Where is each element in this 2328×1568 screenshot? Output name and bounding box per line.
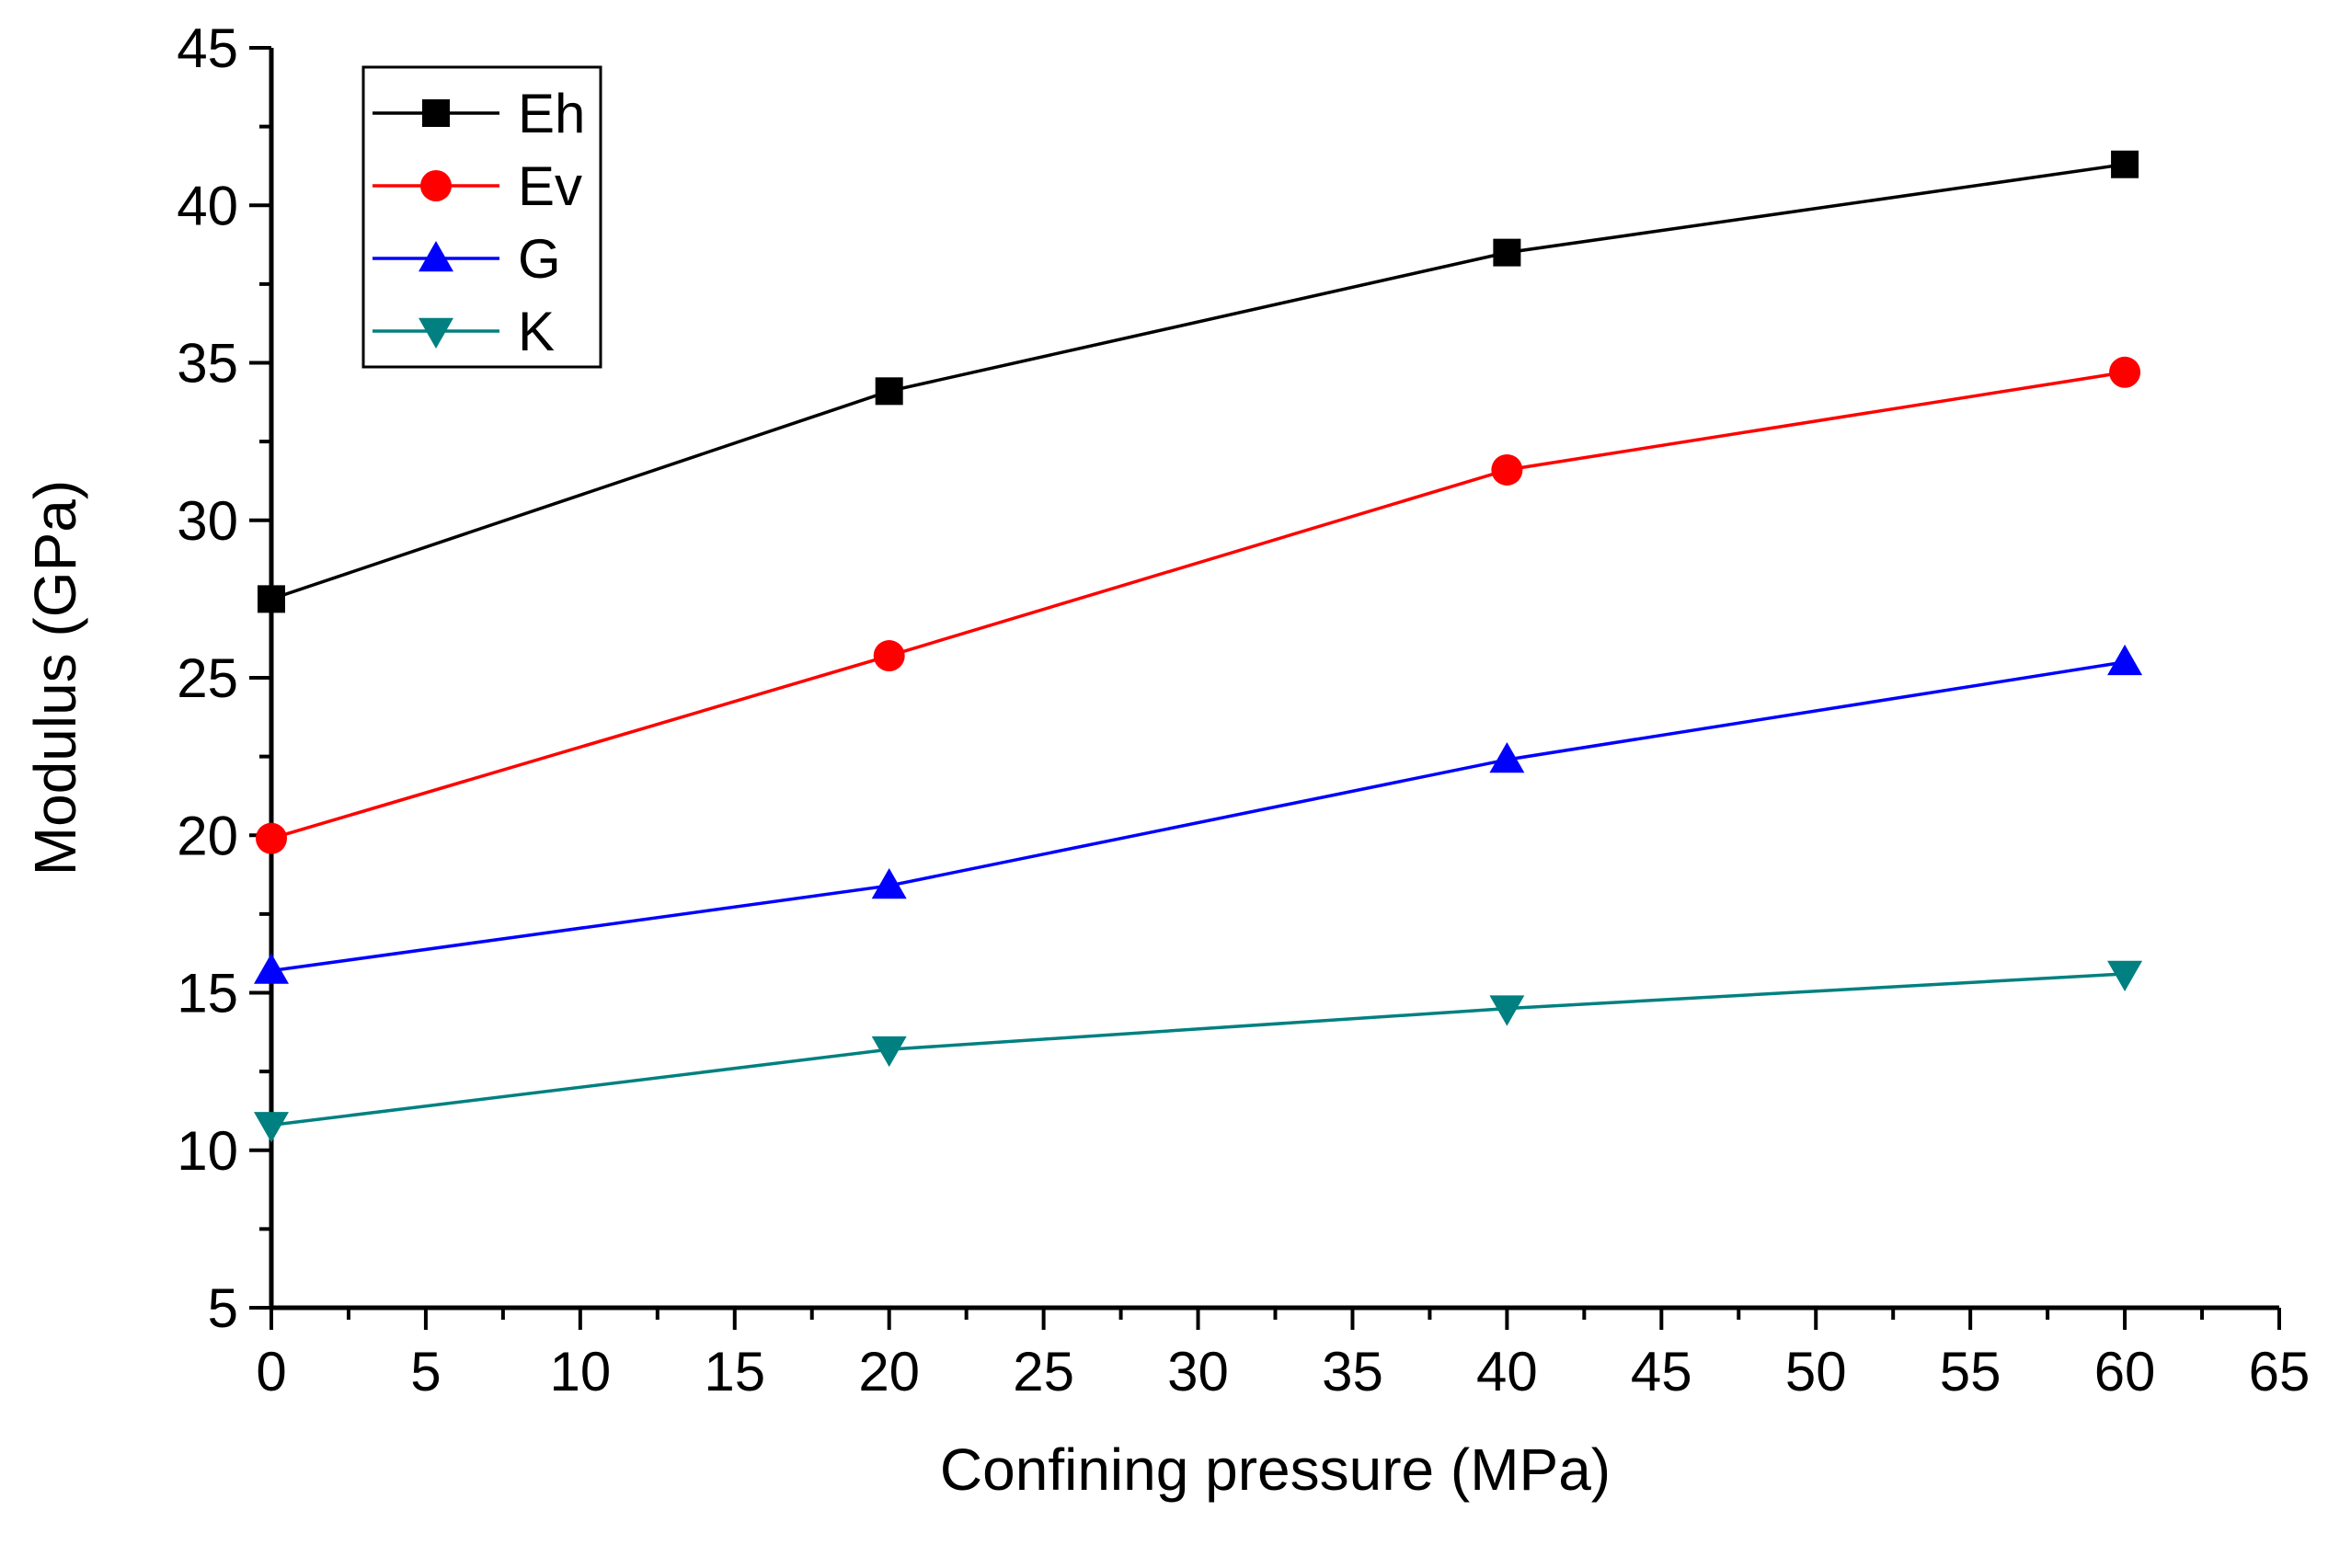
series-g bbox=[254, 644, 2143, 984]
y-tick-label: 10 bbox=[177, 1120, 238, 1182]
legend: Eh Ev GK bbox=[361, 65, 602, 369]
x-tick-label: 45 bbox=[1631, 1341, 1692, 1402]
data-point-eh bbox=[258, 585, 285, 613]
y-tick-label: 45 bbox=[177, 17, 238, 79]
data-point-k bbox=[1489, 995, 1525, 1026]
x-tick-label: 40 bbox=[1476, 1341, 1538, 1402]
x-axis-title: Confining pressure (MPa) bbox=[940, 1436, 1611, 1503]
y-tick-label: 40 bbox=[177, 175, 238, 236]
legend-marker-eh bbox=[422, 99, 450, 127]
x-tick-label: 55 bbox=[1940, 1341, 2001, 1402]
x-tick-label: 65 bbox=[2249, 1341, 2311, 1402]
plot-series bbox=[254, 150, 2143, 1143]
data-point-ev bbox=[256, 822, 287, 854]
axes: 0 5 10 15 20 25 30 35 40 45 50 55 60 6551015202530354… bbox=[177, 17, 2310, 1402]
legend-label-eh: Eh bbox=[518, 83, 585, 144]
legend-label-g: G bbox=[518, 228, 561, 290]
data-point-g bbox=[254, 953, 289, 984]
x-tick-label: 0 bbox=[256, 1341, 286, 1402]
series-line-g bbox=[270, 660, 2126, 973]
x-tick-label: 20 bbox=[858, 1341, 920, 1402]
y-tick-label: 5 bbox=[208, 1277, 238, 1339]
legend-marker-g bbox=[419, 241, 453, 272]
x-tick-label: 25 bbox=[1013, 1341, 1074, 1402]
y-tick-label: 15 bbox=[177, 963, 238, 1024]
series-line-ev bbox=[270, 371, 2126, 841]
data-point-k bbox=[254, 1112, 289, 1143]
data-point-ev bbox=[1491, 453, 1523, 486]
legend-label-ev: Ev bbox=[518, 155, 582, 217]
data-point-g bbox=[871, 868, 907, 899]
data-point-g bbox=[1489, 742, 1525, 773]
x-tick-label: 5 bbox=[410, 1341, 441, 1402]
y-tick-label: 20 bbox=[177, 805, 238, 866]
data-point-eh bbox=[875, 377, 903, 406]
series-ev bbox=[256, 356, 2141, 854]
legend-box bbox=[361, 65, 602, 369]
series-line-k bbox=[270, 972, 2126, 1127]
data-point-k bbox=[871, 1036, 907, 1068]
x-tick-label: 15 bbox=[704, 1341, 765, 1402]
x-tick-label: 35 bbox=[1322, 1341, 1383, 1402]
y-axis-title: Modulus (GPa) bbox=[22, 480, 88, 876]
legend-marker-ev bbox=[420, 170, 452, 201]
series-k bbox=[254, 960, 2143, 1143]
y-tick-label: 35 bbox=[177, 333, 238, 395]
series-eh bbox=[258, 150, 2139, 613]
data-point-g bbox=[2107, 644, 2143, 676]
legend-marker-k bbox=[419, 317, 453, 349]
series-line-eh bbox=[270, 162, 2126, 601]
x-tick-label: 30 bbox=[1167, 1341, 1229, 1402]
data-point-ev bbox=[873, 640, 905, 672]
y-tick-label: 25 bbox=[177, 647, 238, 709]
legend-label-k: K bbox=[518, 301, 555, 362]
data-point-k bbox=[2107, 960, 2143, 991]
data-point-eh bbox=[1493, 238, 1521, 267]
data-point-ev bbox=[2109, 356, 2141, 388]
y-tick-label: 30 bbox=[177, 490, 238, 552]
x-tick-label: 50 bbox=[1785, 1341, 1847, 1402]
x-tick-label: 60 bbox=[2094, 1341, 2156, 1402]
data-point-eh bbox=[2111, 150, 2139, 178]
x-tick-label: 10 bbox=[549, 1341, 611, 1402]
